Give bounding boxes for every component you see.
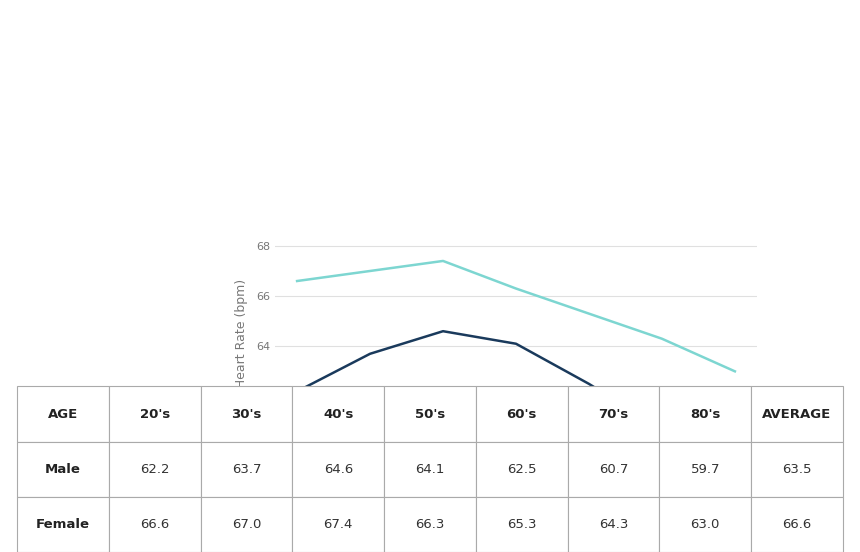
X-axis label: Age Group: Age Group [482,517,550,530]
Text: Age Group and Gender: Age Group and Gender [428,193,604,208]
Female [292,278,302,284]
Male [657,426,667,432]
Line: Male: Male [297,331,735,454]
Female [365,268,375,274]
Female [730,368,740,375]
Male [730,451,740,458]
Y-axis label: Resting Heart Rate (bpm): Resting Heart Rate (bpm) [235,279,248,439]
Male [438,328,448,335]
Male [292,388,302,395]
Female [438,258,448,264]
Female [657,336,667,342]
Line: Female: Female [297,261,735,371]
Male [584,380,594,387]
Male [365,351,375,357]
Female [584,310,594,317]
Male [511,341,521,347]
Female [511,285,521,292]
